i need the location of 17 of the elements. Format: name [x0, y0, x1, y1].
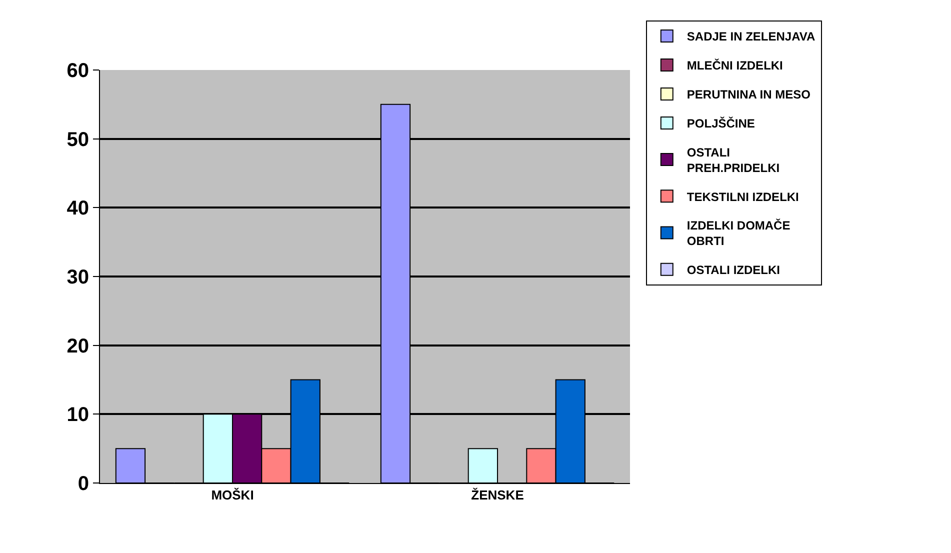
- y-tick-label: 40: [66, 198, 89, 220]
- legend-label: SADJE IN ZELENJAVA: [686, 30, 816, 44]
- y-tick-label: 20: [66, 335, 89, 358]
- legend-label: OSTALI IZDELKI: [686, 263, 780, 278]
- legend-label: MLEČNI IZDELKI: [686, 58, 783, 73]
- x-tick-label: ŽENSKE: [471, 488, 524, 503]
- legend-label: OSTALI PREH.PRIDELKI: [686, 145, 780, 176]
- y-tick-label: 0: [78, 473, 89, 495]
- y-tick-label: 60: [66, 60, 89, 82]
- legend-label: POLJŠČINE: [686, 116, 755, 131]
- y-tick-label: 50: [66, 128, 89, 151]
- legend-label: PERUTNINA IN MESO: [686, 88, 810, 102]
- y-tick-label: 30: [66, 266, 89, 288]
- y-tick-label: 10: [66, 404, 89, 426]
- legend-label: TEKSTILNI IZDELKI: [686, 190, 799, 204]
- legend-label: IZDELKI DOMAČE OBRTI: [686, 218, 790, 248]
- x-tick-label: MOŠKI: [211, 488, 254, 503]
